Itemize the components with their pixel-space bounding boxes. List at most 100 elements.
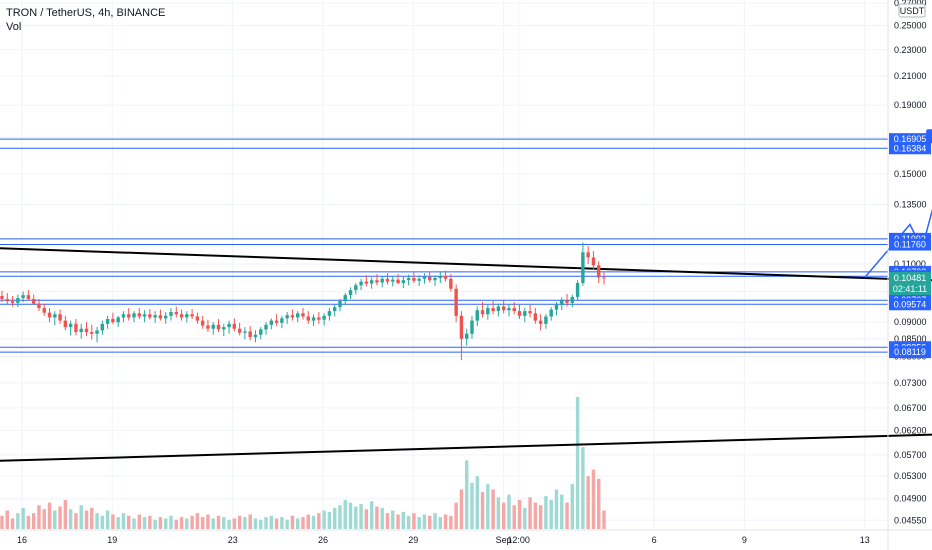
candle-body	[274, 320, 279, 323]
candle-body	[169, 312, 173, 316]
candle-body	[560, 300, 564, 305]
candle-body	[290, 315, 295, 318]
price-tick-label: 0.23000	[894, 45, 927, 55]
price-tick-label: 0.05300	[894, 471, 927, 481]
level-price-tag-label: 0.16384	[894, 143, 927, 153]
volume-bar	[0, 515, 4, 529]
currency-badge-box	[898, 3, 926, 18]
horizontal-levels[interactable]	[0, 138, 888, 353]
volume-bar	[454, 502, 458, 529]
time-tick-label: Sep	[496, 535, 512, 545]
volume-bar	[5, 510, 9, 529]
price-tick-label: 0.06200	[894, 425, 927, 435]
volume-bar	[90, 507, 94, 529]
time-tick-label: 26	[318, 535, 328, 545]
volume-bar	[174, 519, 178, 529]
candle-body	[248, 331, 252, 338]
volume-bar	[533, 502, 538, 529]
volume-label[interactable]: Vol	[6, 21, 22, 33]
volume-bar	[311, 515, 316, 529]
candle-body	[132, 313, 136, 318]
trendline-lower[interactable]	[0, 423, 932, 462]
candle-body	[179, 314, 184, 318]
volume-bar	[338, 505, 342, 529]
candle-body	[37, 303, 41, 309]
candle-body	[496, 306, 501, 312]
volume-bar	[491, 489, 495, 529]
candle-body	[142, 314, 147, 317]
volume-bar	[538, 505, 543, 529]
candle-body	[317, 317, 321, 320]
candle-body	[491, 308, 495, 312]
volume-bar	[528, 497, 532, 529]
candle-body	[21, 295, 25, 299]
candle-body	[348, 290, 353, 296]
volume-bar	[327, 511, 332, 529]
price-tick-label: 0.21000	[894, 71, 927, 81]
trendline-upper[interactable]	[0, 247, 932, 295]
candle-body	[396, 279, 400, 284]
candle-body	[338, 301, 342, 308]
candle-body	[449, 278, 453, 289]
candle-body	[470, 320, 474, 334]
volume-bar	[137, 514, 142, 529]
price-tick-label: 0.25000	[894, 21, 927, 31]
volume-bar	[264, 517, 268, 529]
current-price-label: 0.10481	[894, 273, 927, 283]
candle-body	[343, 295, 347, 302]
volume-bar	[470, 482, 474, 529]
volume-bar	[142, 517, 147, 529]
volume-bar	[391, 510, 395, 529]
volume-bar	[586, 476, 590, 529]
candle-body	[301, 313, 305, 317]
candle-body	[74, 323, 78, 333]
volume-bar	[105, 510, 110, 529]
volume-bar	[26, 515, 31, 529]
price-tick-label: 0.05700	[894, 450, 927, 460]
volume-bar	[116, 517, 120, 529]
candle-body	[148, 314, 152, 318]
volume-bar	[301, 517, 305, 529]
time-tick-label: 19	[107, 535, 117, 545]
volume-bar	[549, 499, 553, 529]
volume-bar	[544, 496, 548, 529]
candle-body	[586, 252, 590, 258]
currency-badge[interactable]: USDT	[898, 3, 926, 18]
trendlines[interactable]	[0, 247, 932, 462]
volume-bar	[200, 517, 205, 529]
candle-body	[417, 278, 421, 281]
candle-body	[296, 313, 300, 318]
volume-bar	[63, 499, 68, 529]
volume-bar	[396, 514, 400, 529]
candle-body	[433, 278, 437, 281]
candle-body	[422, 276, 427, 279]
price-tick-label: 0.04900	[894, 494, 927, 504]
candle-body	[380, 278, 384, 283]
bar-countdown-label: 02:41:11	[893, 284, 927, 294]
volume-bar	[31, 513, 36, 529]
volume-bar	[433, 513, 437, 529]
grid-lines	[0, 0, 888, 530]
candle-body	[222, 327, 226, 330]
candle-body	[216, 324, 221, 330]
level-price-tag	[889, 298, 931, 311]
volume-bar	[47, 502, 52, 529]
time-tick-label: 6	[652, 535, 657, 545]
candle-body	[428, 276, 432, 281]
volume-bar	[322, 510, 326, 529]
candle-body	[406, 278, 411, 281]
price-tick-label: 0.06700	[894, 403, 927, 413]
volume-bar	[428, 515, 432, 529]
symbol-title[interactable]: TRON / TetherUS, 4h, BINANCE	[6, 7, 166, 19]
volume-bar	[354, 506, 358, 529]
volume-bar	[507, 494, 511, 529]
volume-bar	[237, 515, 242, 529]
candle-body	[507, 308, 511, 311]
candle-body	[533, 313, 538, 321]
volume-bar	[459, 489, 464, 529]
candle-body	[570, 296, 575, 303]
price-tick-label: 0.04550	[894, 515, 927, 525]
